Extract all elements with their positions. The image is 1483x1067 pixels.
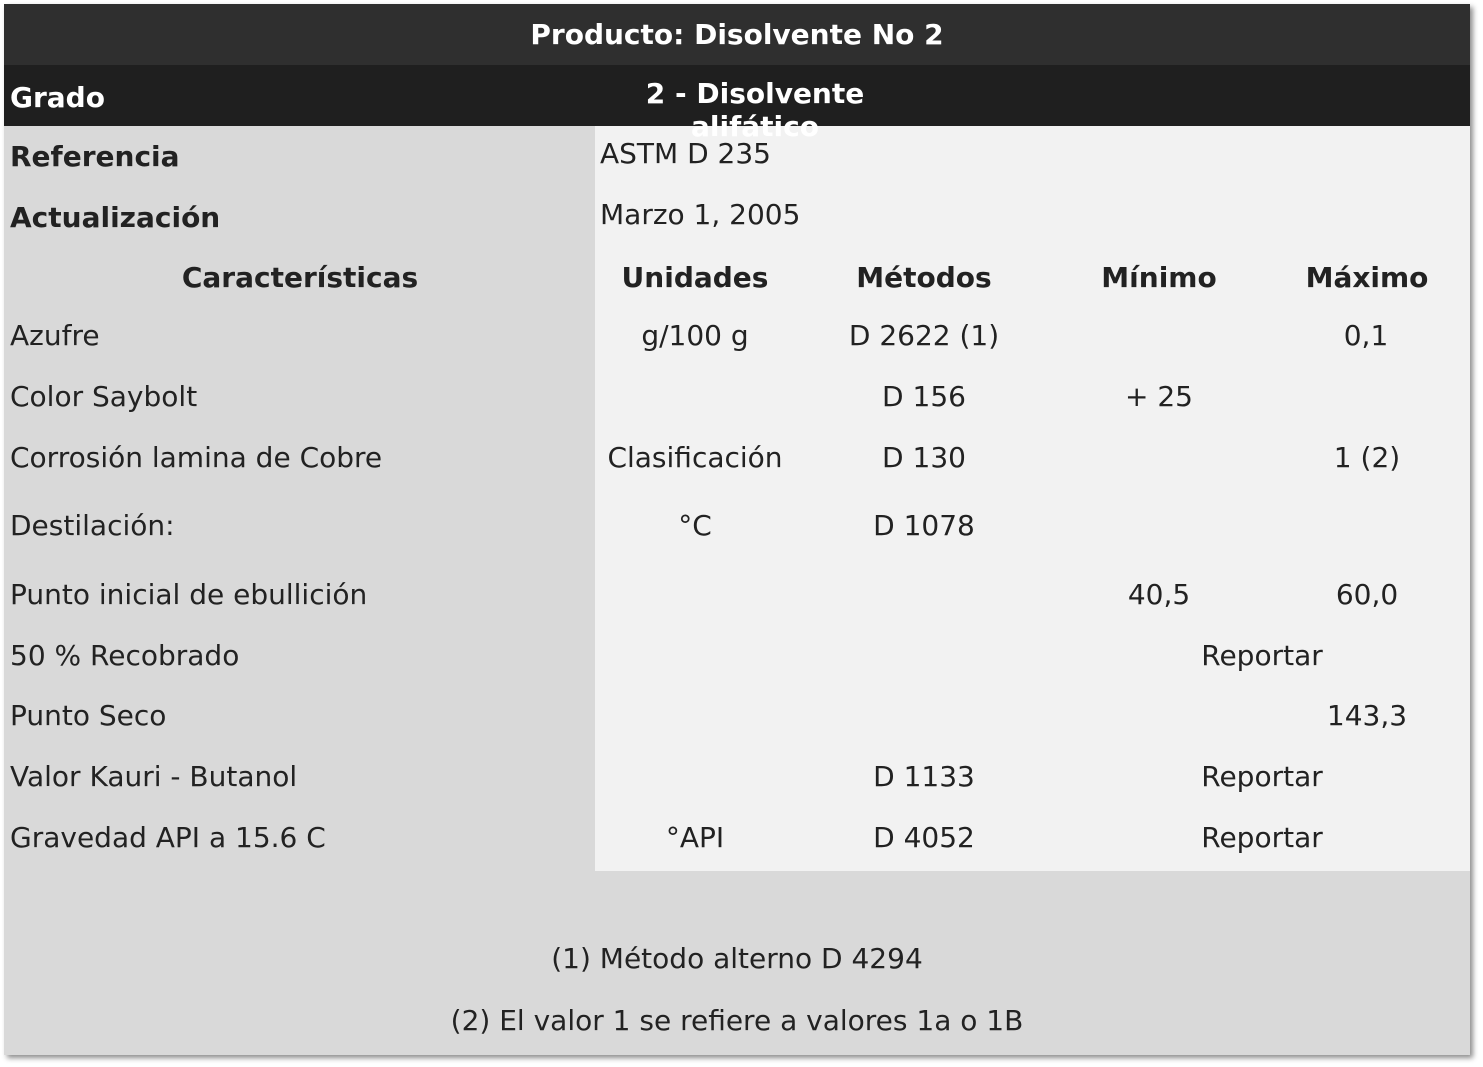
row-gravedad-metodo: D 4052 <box>873 821 975 854</box>
row-punto-seco-caracteristica: Punto Seco <box>10 699 167 732</box>
row-punto-inicial-minimo: 40,5 <box>1127 578 1191 611</box>
row-punto-inicial-caracteristica: Punto inicial de ebullición <box>10 578 368 611</box>
row-azufre-maximo: 0,1 <box>1343 319 1389 352</box>
row-punto-seco-maximo: 143,3 <box>1326 699 1408 732</box>
footnote-1: (1) Método alterno D 4294 <box>551 942 923 975</box>
row-kauri-caracteristica: Valor Kauri - Butanol <box>10 760 298 793</box>
update-value: Marzo 1, 2005 <box>600 198 801 231</box>
row-gravedad-valor: Reportar <box>1201 821 1323 854</box>
row-recobrado-caracteristica: 50 % Recobrado <box>10 639 240 672</box>
row-gravedad-unidades: °API <box>665 821 725 854</box>
spec-sheet: Producto: Disolvente No 2 Grado 2 - Diso… <box>4 4 1470 1055</box>
row-color-minimo: + 25 <box>1125 380 1193 413</box>
row-corrosion-maximo: 1 (2) <box>1333 441 1401 474</box>
row-kauri-valor: Reportar <box>1201 760 1323 793</box>
grade-value: 2 - Disolvente alifático <box>645 77 865 143</box>
column-header-minimo: Mínimo <box>1101 261 1217 294</box>
row-destilacion-caracteristica: Destilación: <box>10 509 175 542</box>
row-color-caracteristica: Color Saybolt <box>10 380 198 413</box>
row-azufre-unidades: g/100 g <box>641 319 749 352</box>
reference-value: ASTM D 235 <box>600 137 771 170</box>
grade-bar: Grado 2 - Disolvente alifático <box>4 65 1470 143</box>
row-corrosion-metodo: D 130 <box>882 441 966 474</box>
footnote-2: (2) El valor 1 se refiere a valores 1a o… <box>450 1004 1024 1037</box>
column-header-unidades: Unidades <box>621 261 769 294</box>
product-title-bar: Producto: Disolvente No 2 <box>4 4 1470 65</box>
column-header-maximo: Máximo <box>1305 261 1429 294</box>
row-punto-inicial-maximo: 60,0 <box>1335 578 1399 611</box>
values-panel <box>595 126 1470 871</box>
row-destilacion-unidades: °C <box>678 509 712 542</box>
column-header-metodos: Métodos <box>856 261 992 294</box>
product-title: Producto: Disolvente No 2 <box>530 18 944 51</box>
column-header-caracteristicas: Características <box>181 261 419 294</box>
row-azufre-metodo: D 2622 (1) <box>848 319 1000 352</box>
row-recobrado-valor: Reportar <box>1201 639 1323 672</box>
reference-label: Referencia <box>10 140 180 173</box>
grade-label: Grado <box>10 81 105 114</box>
row-kauri-metodo: D 1133 <box>873 760 975 793</box>
update-label: Actualización <box>10 201 221 234</box>
row-corrosion-unidades: Clasificación <box>607 441 783 474</box>
row-destilacion-metodo: D 1078 <box>873 509 975 542</box>
row-corrosion-caracteristica: Corrosión lamina de Cobre <box>10 441 383 474</box>
row-color-metodo: D 156 <box>882 380 966 413</box>
row-azufre-caracteristica: Azufre <box>10 319 100 352</box>
row-gravedad-caracteristica: Gravedad API a 15.6 C <box>10 821 326 854</box>
